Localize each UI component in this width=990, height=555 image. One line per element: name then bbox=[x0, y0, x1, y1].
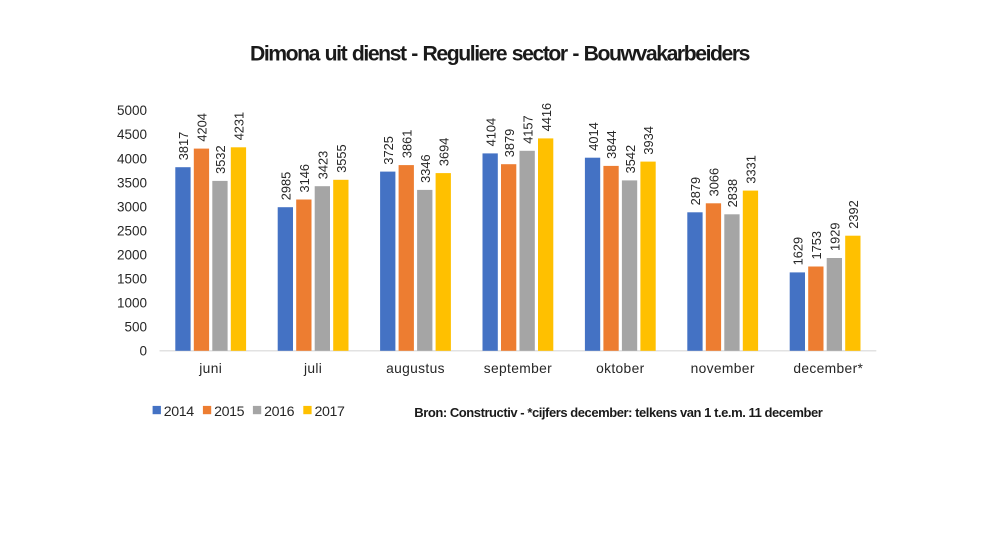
svg-text:3066: 3066 bbox=[707, 168, 722, 196]
svg-text:1500: 1500 bbox=[117, 272, 147, 287]
svg-text:2879: 2879 bbox=[688, 177, 703, 205]
svg-text:2000: 2000 bbox=[117, 248, 147, 263]
svg-text:1753: 1753 bbox=[809, 231, 824, 259]
svg-text:november: november bbox=[691, 361, 755, 376]
svg-text:3532: 3532 bbox=[213, 145, 228, 173]
svg-text:augustus: augustus bbox=[386, 361, 445, 376]
svg-text:oktober: oktober bbox=[596, 361, 645, 376]
svg-text:3861: 3861 bbox=[399, 130, 414, 158]
svg-text:4500: 4500 bbox=[117, 127, 147, 142]
svg-text:4000: 4000 bbox=[117, 151, 147, 166]
svg-text:december*: december* bbox=[793, 361, 863, 376]
svg-text:4014: 4014 bbox=[586, 122, 601, 150]
svg-text:3542: 3542 bbox=[623, 145, 638, 173]
svg-text:2017: 2017 bbox=[315, 404, 345, 420]
svg-text:3423: 3423 bbox=[316, 151, 331, 179]
svg-text:500: 500 bbox=[124, 320, 147, 335]
svg-text:september: september bbox=[484, 361, 552, 376]
svg-text:3146: 3146 bbox=[297, 164, 312, 192]
svg-text:juni: juni bbox=[198, 361, 222, 376]
svg-text:3500: 3500 bbox=[117, 175, 147, 190]
svg-text:2500: 2500 bbox=[117, 224, 147, 239]
svg-text:3555: 3555 bbox=[334, 144, 349, 172]
svg-text:3694: 3694 bbox=[436, 138, 451, 166]
svg-text:4104: 4104 bbox=[483, 118, 498, 146]
svg-text:3000: 3000 bbox=[117, 199, 147, 214]
svg-text:Bron: Constructiv - *cijfers d: Bron: Constructiv - *cijfers december: t… bbox=[414, 405, 822, 420]
svg-text:3331: 3331 bbox=[744, 155, 759, 183]
svg-text:4416: 4416 bbox=[539, 103, 554, 131]
svg-text:1000: 1000 bbox=[117, 296, 147, 311]
svg-text:2838: 2838 bbox=[725, 179, 740, 207]
svg-text:3817: 3817 bbox=[176, 132, 191, 160]
svg-text:2015: 2015 bbox=[214, 404, 244, 420]
svg-text:2016: 2016 bbox=[264, 404, 294, 420]
svg-text:4204: 4204 bbox=[195, 113, 210, 141]
svg-text:5000: 5000 bbox=[117, 103, 147, 118]
svg-text:4231: 4231 bbox=[232, 112, 247, 140]
svg-text:3844: 3844 bbox=[604, 130, 619, 158]
svg-text:2014: 2014 bbox=[164, 404, 194, 420]
svg-text:3725: 3725 bbox=[381, 136, 396, 164]
svg-text:1629: 1629 bbox=[791, 237, 806, 265]
svg-text:3934: 3934 bbox=[641, 126, 656, 154]
svg-text:0: 0 bbox=[139, 344, 147, 359]
svg-text:2985: 2985 bbox=[279, 172, 294, 200]
svg-text:2392: 2392 bbox=[846, 200, 861, 228]
svg-text:Dimona uit dienst - Reguliere: Dimona uit dienst - Reguliere sector - B… bbox=[250, 43, 750, 66]
svg-text:juli: juli bbox=[303, 361, 322, 376]
svg-text:3346: 3346 bbox=[418, 154, 433, 182]
svg-text:3879: 3879 bbox=[502, 129, 517, 157]
svg-text:4157: 4157 bbox=[520, 115, 535, 143]
svg-text:1929: 1929 bbox=[828, 223, 843, 251]
